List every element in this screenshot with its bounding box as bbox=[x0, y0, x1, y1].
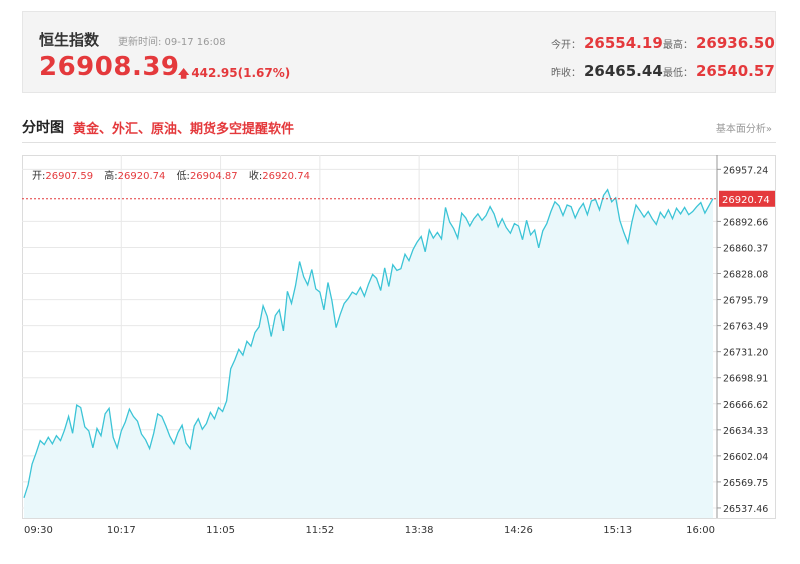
x-tick-label: 13:38 bbox=[405, 525, 434, 536]
stat-low-value: 26540.57 bbox=[696, 62, 775, 80]
ohlc-low-value: 26904.87 bbox=[189, 171, 238, 182]
update-time: 更新时间: 09-17 16:08 bbox=[118, 37, 226, 48]
intraday-chart-svg[interactable]: 09:30 10:17 11:05 11:52 13:38 14:26 15:13 16:00… bbox=[22, 155, 776, 541]
promo-link[interactable]: 黄金、外汇、原油、期货多空提醒软件 bbox=[73, 122, 295, 137]
ohlc-readout: 开:26907.59 高:26920.74 低:26904.87 收:26920… bbox=[32, 167, 318, 182]
x-tick-label: 11:05 bbox=[206, 525, 235, 536]
current-price: 26908.39 bbox=[39, 52, 180, 82]
x-tick-label: 10:17 bbox=[107, 525, 136, 536]
y-tick-label: 26634.33 bbox=[723, 426, 768, 437]
stat-low-label: 最低： bbox=[663, 68, 693, 79]
y-tick-label: 26602.04 bbox=[723, 452, 768, 463]
stat-open: 今开： 26554.19 bbox=[551, 34, 663, 52]
x-tick-label: 11:52 bbox=[305, 525, 334, 536]
series-line bbox=[23, 188, 714, 498]
price-change-value: 442.95(1.67%) bbox=[191, 66, 291, 80]
stat-high: 最高： 26936.50 bbox=[663, 34, 775, 52]
y-tick-label: 26957.24 bbox=[723, 165, 768, 176]
stat-low: 最低： 26540.57 bbox=[663, 62, 775, 80]
stat-prev-close-label: 昨收： bbox=[551, 68, 581, 79]
fundamental-analysis-link[interactable]: 基本面分析» bbox=[715, 124, 772, 135]
ohlc-close-value: 26920.74 bbox=[262, 171, 310, 182]
y-tick-label: 26537.46 bbox=[723, 504, 768, 515]
stat-high-label: 最高： bbox=[663, 40, 693, 51]
section-title: 分时图 bbox=[22, 120, 64, 136]
ohlc-low-label: 低: bbox=[176, 171, 190, 182]
ohlc-high-value: 26920.74 bbox=[117, 171, 166, 182]
section-divider bbox=[22, 142, 776, 143]
y-tick-label: 26698.91 bbox=[723, 374, 768, 385]
quote-panel: 恒生指数 更新时间: 09-17 16:08 26908.39 🡅 442.95(… bbox=[22, 11, 776, 93]
index-name: 恒生指数 bbox=[39, 31, 100, 49]
series-area bbox=[24, 189, 713, 518]
y-tick-label: 26828.08 bbox=[723, 270, 768, 281]
x-tick-label: 16:00 bbox=[686, 525, 715, 536]
y-tick-label: 26569.75 bbox=[723, 478, 768, 489]
ohlc-open-value: 26907.59 bbox=[45, 171, 94, 182]
x-tick-label: 09:30 bbox=[24, 525, 53, 536]
stat-open-value: 26554.19 bbox=[584, 34, 663, 52]
ohlc-close-label: 收: bbox=[248, 171, 263, 182]
x-tick-label: 14:26 bbox=[504, 525, 533, 536]
stat-prev-close: 昨收： 26465.44 bbox=[551, 62, 663, 80]
stat-high-value: 26936.50 bbox=[696, 34, 775, 52]
ohlc-open-label: 开: bbox=[32, 171, 46, 182]
y-tick-label: 26860.37 bbox=[723, 243, 768, 254]
y-tick-label: 26731.20 bbox=[723, 348, 768, 359]
current-value-label: 26920.74 bbox=[722, 195, 770, 206]
stat-prev-close-value: 26465.44 bbox=[584, 62, 663, 80]
current-value-badge bbox=[719, 190, 775, 207]
ohlc-high-label: 高: bbox=[104, 171, 118, 182]
stat-open-label: 今开： bbox=[551, 40, 581, 51]
arrow-up-icon: 🡅 bbox=[178, 67, 190, 80]
x-tick-label: 15:13 bbox=[603, 525, 632, 536]
y-tick-label: 26666.62 bbox=[723, 400, 768, 411]
chart-frame bbox=[22, 155, 776, 519]
y-tick-label: 26892.66 bbox=[723, 217, 768, 228]
y-tick-label: 26763.49 bbox=[723, 322, 768, 333]
y-tick-label: 26795.79 bbox=[723, 296, 768, 307]
intraday-chart[interactable]: 09:30 10:17 11:05 11:52 13:38 14:26 15:13 16:00… bbox=[22, 155, 776, 541]
price-change: 🡅 442.95(1.67%) bbox=[178, 65, 290, 84]
